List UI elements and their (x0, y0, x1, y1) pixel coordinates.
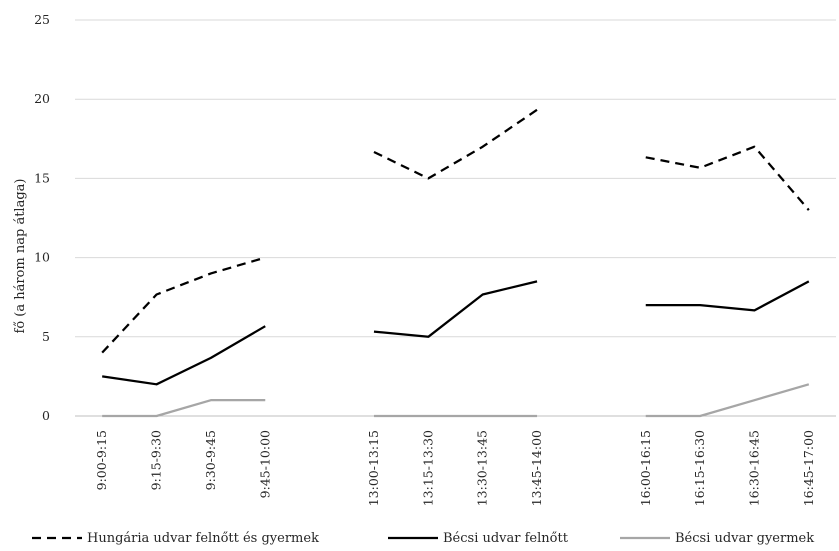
x-tick-label-13:45-14:00: 13:45-14:00 (529, 430, 544, 506)
series-line-1 (101, 256, 266, 354)
x-tick-label-9:15-9:30: 9:15-9:30 (149, 430, 164, 490)
legend-label-3: Bécsi udvar gyermek (675, 531, 814, 546)
y-tick-label-15: 15 (34, 170, 50, 185)
y-tick-label-25: 25 (34, 12, 50, 27)
series-line-1 (645, 145, 810, 211)
gridlines (75, 19, 836, 338)
y-axis-label: fő (a három nap átlaga) (13, 179, 28, 334)
x-tick-label-16:15-16:30: 16:15-16:30 (692, 430, 707, 506)
y-axis-tick-labels: 0 5 10 15 20 25 (34, 12, 50, 423)
x-tick-label-13:00-13:15: 13:00-13:15 (366, 430, 381, 506)
x-axis-tick-labels: 9:00-9:15 9:15-9:30 9:30-9:45 9:45-10:00 13:… (94, 430, 816, 506)
series-line-3 (102, 399, 266, 418)
legend-label-2: Bécsi udvar felnőtt (443, 531, 569, 546)
x-tick-label-13:15-13:30: 13:15-13:30 (420, 430, 435, 506)
series-line-2 (102, 325, 266, 386)
series-line-2 (373, 280, 538, 338)
x-tick-label-9:45-10:00: 9:45-10:00 (257, 430, 272, 498)
y-tick-label-20: 20 (34, 91, 50, 106)
y-tick-label-0: 0 (42, 408, 50, 423)
series-line-3 (645, 383, 810, 418)
series-lines (101, 108, 810, 418)
x-tick-label-9:00-9:15: 9:00-9:15 (94, 430, 109, 490)
y-tick-label-10: 10 (34, 250, 50, 265)
x-tick-label-16:45-17:00: 16:45-17:00 (801, 430, 816, 506)
y-tick-label-5: 5 (42, 329, 50, 344)
x-tick-label-16:30-16:45: 16:30-16:45 (746, 430, 761, 506)
legend-label-1: Hungária udvar felnőtt és gyermek (87, 531, 319, 546)
series-line-2 (645, 280, 810, 312)
x-tick-label-13:30-13:45: 13:30-13:45 (475, 430, 490, 506)
series-line-1 (373, 108, 538, 180)
legend: Hungária udvar felnőtt és gyermek Bécsi u… (32, 531, 814, 546)
x-tick-label-16:00-16:15: 16:00-16:15 (638, 430, 653, 506)
x-tick-label-9:30-9:45: 9:30-9:45 (203, 430, 218, 490)
